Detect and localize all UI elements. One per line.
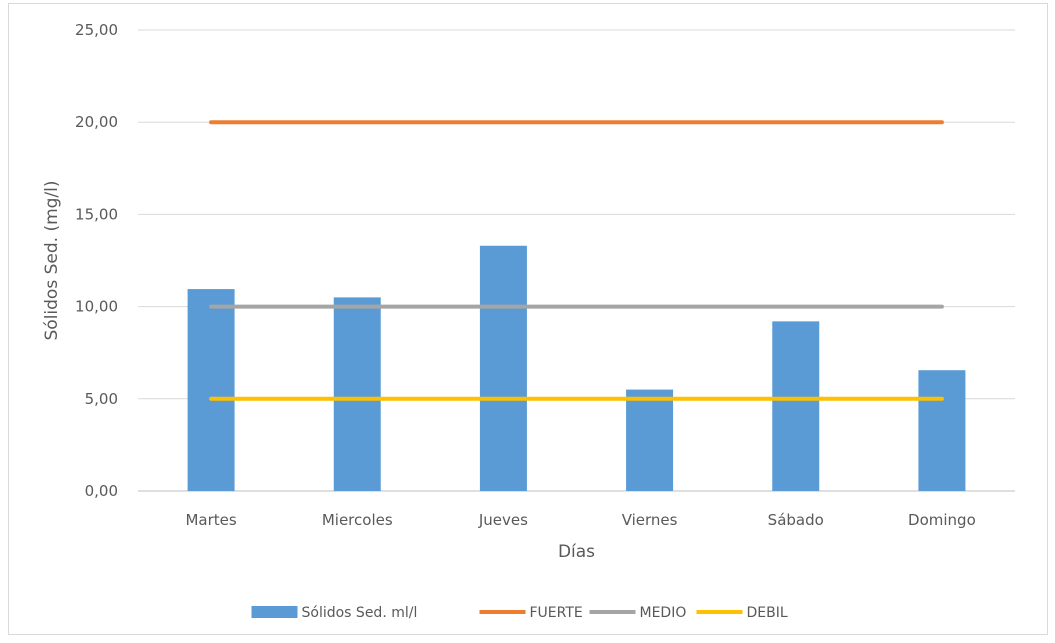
bar-viernes <box>626 389 674 491</box>
legend-label: DEBIL <box>747 605 788 621</box>
legend-label: MEDIO <box>640 605 687 621</box>
x-tick-label: Viernes <box>622 511 678 529</box>
bar-jueves <box>479 245 527 491</box>
y-tick-label: 10,00 <box>75 298 118 316</box>
y-tick-label: 15,00 <box>75 205 118 223</box>
bar-sábado <box>772 321 820 491</box>
x-tick-label: Miercoles <box>322 511 393 529</box>
legend-label: Sólidos Sed. ml/l <box>302 605 418 621</box>
y-tick-label: 0,00 <box>85 482 118 500</box>
bar-martes <box>187 289 235 491</box>
x-axis-title: Días <box>558 542 595 562</box>
legend: Sólidos Sed. ml/l FUERTE MEDIO DEBIL <box>251 605 788 621</box>
bar-domingo <box>918 370 966 491</box>
bar-miercoles <box>333 297 381 491</box>
legend-swatch-bar <box>251 606 298 618</box>
chart-frame <box>8 3 1048 635</box>
y-tick-label: 25,00 <box>75 21 118 39</box>
y-tick-labels: 0,00 5,00 10,00 15,00 20,00 25,00 <box>75 21 118 500</box>
x-tick-label: Sábado <box>768 511 824 529</box>
x-tick-label: Martes <box>185 511 236 529</box>
x-tick-label: Jueves <box>478 511 528 529</box>
x-tick-label: Domingo <box>908 511 976 529</box>
gridlines <box>138 29 1015 492</box>
y-tick-label: 20,00 <box>75 113 118 131</box>
bar-series <box>187 245 966 491</box>
x-tick-labels: Martes Miercoles Jueves Viernes Sábado Doming… <box>185 511 975 529</box>
y-axis-title: Sólidos Sed. (mg/l) <box>42 180 62 340</box>
y-tick-label: 5,00 <box>85 390 118 408</box>
legend-label: FUERTE <box>530 605 583 621</box>
line-series <box>209 120 944 401</box>
